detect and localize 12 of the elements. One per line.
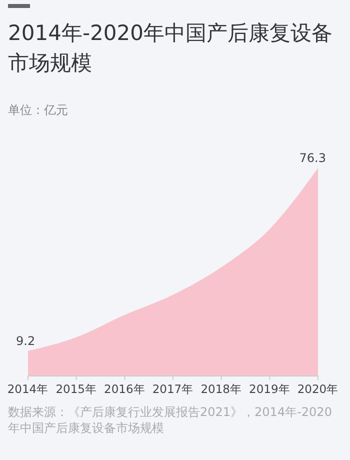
data-label: 76.3: [299, 151, 326, 165]
source-note: 数据来源：《产后康复行业发展报告2021》，2014年-2020年中国产后康复设备市场规模: [8, 405, 332, 435]
x-tick-label: 2020年: [297, 382, 339, 396]
y-axis-title: 单位：亿元: [8, 103, 68, 117]
x-tick-label: 2018年: [200, 382, 242, 396]
data-label: 9.2: [16, 334, 36, 348]
x-tick-label: 2019年: [249, 382, 290, 396]
x-tick-label: 2014年: [7, 382, 49, 396]
chart-title: 2014年-2020年中国产后康复设备市场规模: [8, 21, 332, 75]
x-tick-label: 2016年: [104, 382, 146, 396]
x-tick-label: 2017年: [152, 382, 194, 396]
x-tick-label: 2015年: [56, 382, 97, 396]
